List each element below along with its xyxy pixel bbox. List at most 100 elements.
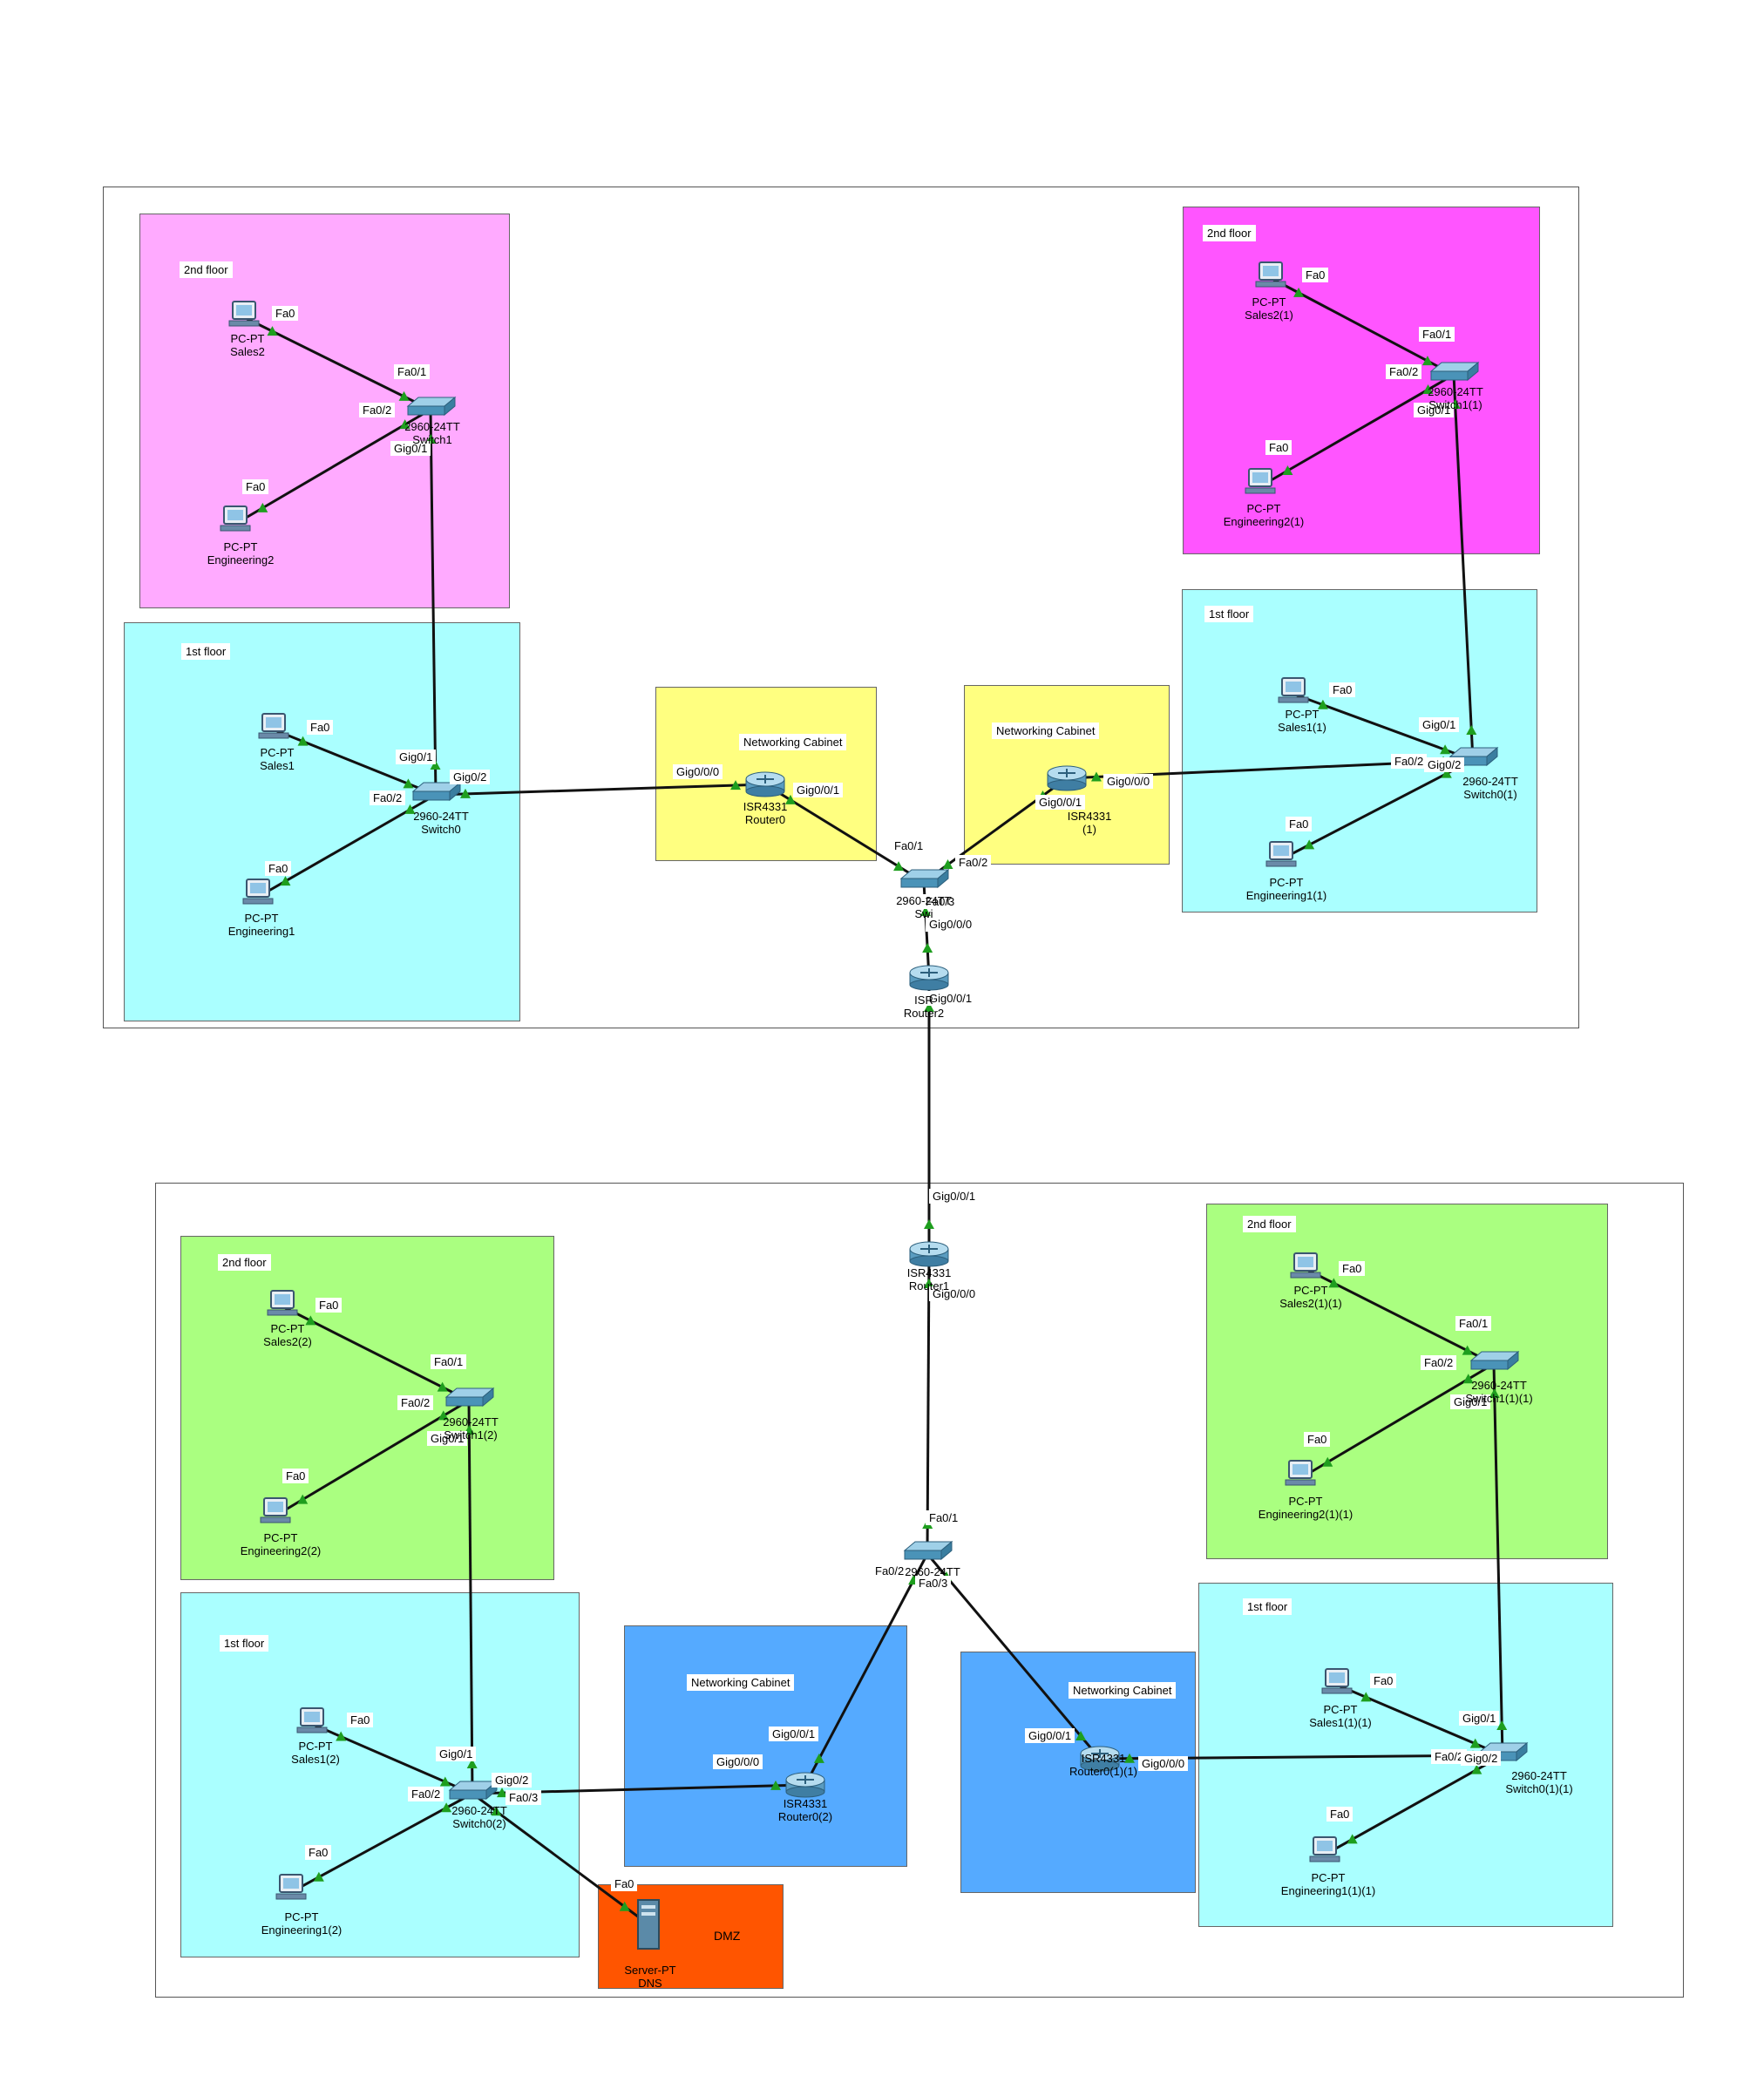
device-label-sales2d: PC-PT Sales2(1)(1) — [1279, 1284, 1342, 1310]
pc-icon — [1290, 1252, 1321, 1279]
port-label: Gig0/2 — [492, 1773, 533, 1788]
link-end-marker — [813, 1753, 824, 1763]
link-sales2d-sw1d — [1306, 1268, 1495, 1366]
device-model: 2960-24TT — [443, 1415, 499, 1428]
link-end-marker — [437, 1381, 448, 1392]
link-end-marker — [1347, 1834, 1358, 1844]
device-model: Server-PT — [624, 1964, 676, 1977]
pc-icon — [1245, 468, 1276, 494]
device-model: ISR4331 — [783, 1797, 828, 1810]
device-label-eng1c: PC-PT Engineering1(2) — [261, 1910, 343, 1937]
link-end-marker — [439, 1776, 451, 1787]
device-model: 2960-24TT — [1428, 385, 1483, 398]
port-label: Fa0 — [305, 1845, 332, 1860]
link-end-marker — [1421, 356, 1433, 366]
link-end-marker — [1123, 1753, 1135, 1763]
device-name: Router1 — [908, 1279, 950, 1292]
device-label-sw0d: 2960-24TT Switch0(1)(1) — [1505, 1769, 1572, 1795]
device-name: Sales1(1) — [1278, 721, 1326, 734]
device-name: Sales1(2) — [291, 1753, 340, 1766]
device-label-sw0c: 2960-24TT Switch0(2) — [451, 1804, 507, 1830]
port-label: Fa0 — [307, 720, 334, 735]
switch-icon — [406, 396, 457, 417]
device-name: Swi — [914, 907, 933, 920]
link-end-marker — [404, 804, 416, 814]
link-end-marker — [924, 1219, 934, 1229]
link-end-marker — [1328, 1278, 1340, 1288]
port-label: Gig0/2 — [1424, 757, 1465, 772]
zone-label-networking-cabinet-b: Networking Cabinet — [992, 723, 1100, 739]
zone-label-networking-cabinet-d: Networking Cabinet — [1069, 1682, 1177, 1699]
device-model: PC-PT — [1323, 1703, 1358, 1716]
switch-icon — [903, 1540, 953, 1561]
port-label: Gig0/1 — [427, 1431, 468, 1446]
device-label-sales1b: PC-PT Sales1(1) — [1278, 708, 1326, 734]
link-sw0-r0 — [435, 783, 766, 797]
device-name: DNS — [638, 1977, 662, 1990]
router-icon — [785, 1772, 825, 1798]
device-label-sales1c: PC-PT Sales1(2) — [291, 1740, 340, 1766]
device-model: PC-PT — [223, 540, 258, 553]
pc-icon — [1321, 1668, 1353, 1694]
device-model: ISR4331 — [1067, 810, 1112, 823]
link-end-marker — [893, 861, 905, 872]
device-model: 2960-24TT — [451, 1804, 507, 1817]
port-label: Fa0 — [242, 479, 269, 494]
port-label: Gig0/0/1 — [769, 1727, 819, 1741]
port-label: Gig0/0/1 — [793, 783, 844, 797]
link-eng2b-sw1b — [1261, 373, 1455, 487]
switch-icon — [444, 1387, 495, 1408]
pc-icon — [1255, 261, 1286, 288]
port-label: Fa0 — [1370, 1673, 1397, 1688]
pc-icon — [1309, 1836, 1340, 1862]
device-label-eng2b: PC-PT Engineering2(1) — [1224, 502, 1305, 528]
port-label: Gig0/0/0 — [1103, 774, 1154, 789]
zone-label-networking-cabinet-c: Networking Cabinet — [687, 1674, 795, 1691]
port-label: Fa0 — [611, 1876, 638, 1891]
router-icon — [1047, 765, 1087, 791]
port-label: Gig0/0/1 — [926, 991, 976, 1006]
device-name: Switch0(1) — [1463, 788, 1517, 801]
device-name: Sales1 — [260, 759, 295, 772]
zone-label-1st-floor-c: 1st floor — [220, 1635, 269, 1652]
pc-icon — [275, 1874, 307, 1900]
zone-2nd-floor-d — [1206, 1204, 1608, 1559]
link-sw1-sw0 — [429, 409, 438, 796]
link-end-marker — [297, 1494, 309, 1504]
link-end-marker — [459, 788, 471, 798]
zone-1st-floor-a — [124, 622, 520, 1021]
device-name: Switch1(2) — [444, 1428, 498, 1442]
device-model: PC-PT — [1246, 502, 1281, 515]
device-name: Switch0 — [421, 823, 461, 836]
device-model: PC-PT — [1252, 295, 1286, 309]
link-end-marker — [1462, 1374, 1474, 1384]
device-model: 2960-24TT — [896, 894, 952, 907]
switch-icon — [1469, 1350, 1520, 1371]
link-end-marker — [770, 1780, 782, 1790]
port-label: Gig0/0/0 — [926, 917, 976, 932]
link-end-marker — [922, 943, 933, 953]
link-end-marker — [398, 390, 410, 401]
device-name: Router0 — [744, 813, 786, 826]
device-name: Sales2 — [230, 345, 265, 358]
device-model: ISR — [914, 994, 933, 1007]
link-end-marker — [942, 859, 953, 870]
device-label-eng2d: PC-PT Engineering2(1)(1) — [1259, 1495, 1353, 1521]
device-label-sw1b: 2960-24TT Switch1(1) — [1428, 385, 1483, 411]
pc-icon — [296, 1707, 328, 1733]
port-label: Fa0/3 — [505, 1790, 542, 1805]
link-end-marker — [1489, 1387, 1500, 1398]
device-name: Engineering2(2) — [240, 1544, 322, 1557]
link-sales2-sw1 — [245, 316, 431, 411]
device-name: Engineering1(1)(1) — [1280, 1884, 1376, 1897]
device-name: (1) — [1082, 823, 1096, 836]
link-end-marker — [1360, 1692, 1372, 1702]
device-name: Engineering2(1) — [1223, 515, 1305, 528]
device-model: PC-PT — [284, 1910, 319, 1923]
port-label: Fa0 — [1286, 817, 1313, 831]
link-end-marker — [1462, 1345, 1473, 1355]
device-label-eng1b: PC-PT Engineering1(1) — [1246, 876, 1327, 902]
link-eng2d-sw1d — [1301, 1362, 1495, 1479]
port-label: Fa0 — [1329, 682, 1356, 697]
switch-icon — [411, 781, 462, 802]
